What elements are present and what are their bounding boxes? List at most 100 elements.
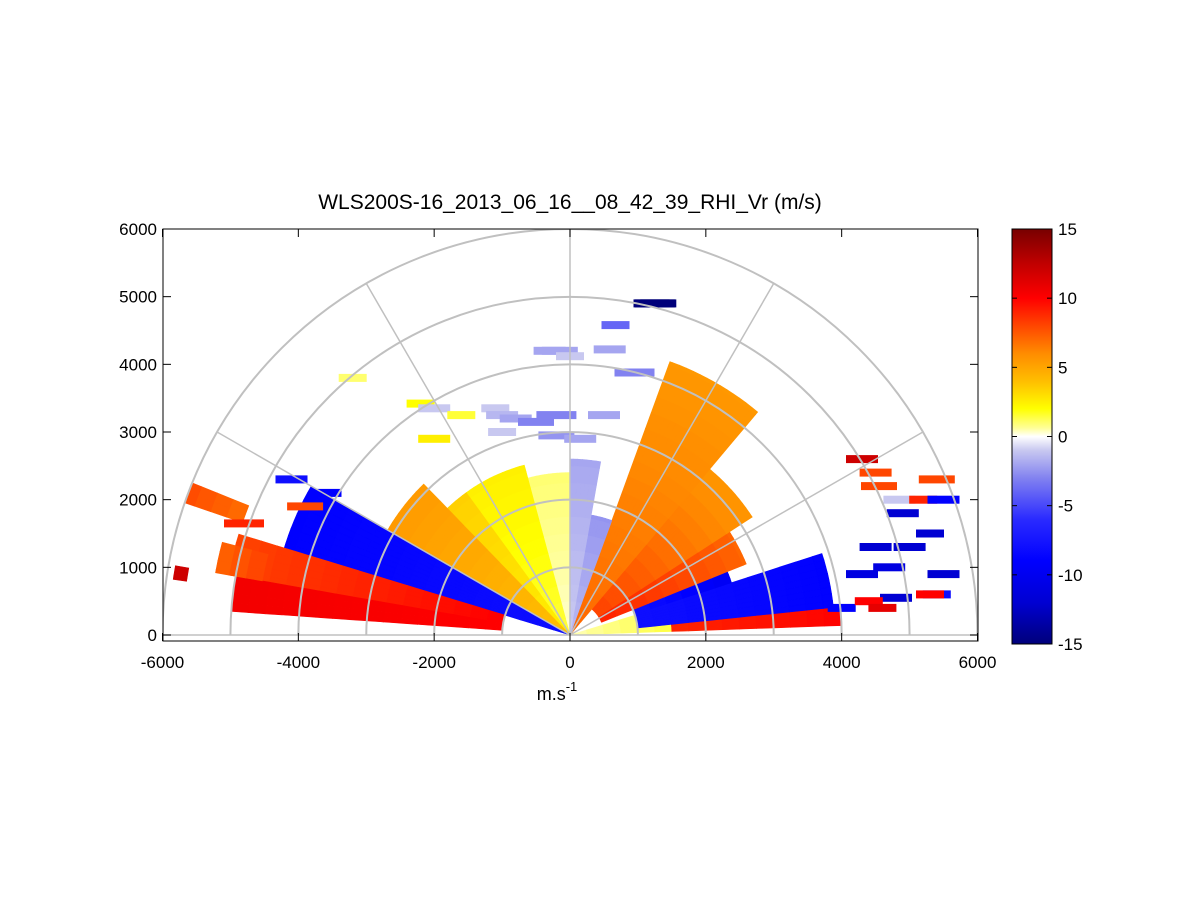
data-gate-patch	[601, 321, 630, 330]
data-gate-patch	[418, 404, 451, 413]
data-gate-patch	[338, 373, 367, 382]
data-gate-patch	[633, 299, 670, 308]
colorbar-tick-label: 15	[1058, 220, 1077, 239]
data-sector-16	[215, 541, 269, 582]
data-sector-2	[634, 553, 834, 629]
data-gate-patch	[927, 570, 960, 579]
data-cell	[315, 610, 334, 619]
data-gate-patch	[518, 417, 554, 426]
data-gate-patch	[868, 603, 897, 612]
data-gate-patch	[893, 543, 926, 551]
data-gate-patch	[846, 570, 878, 579]
velocity-data-layer	[172, 299, 960, 636]
y-tick-label: 6000	[119, 220, 157, 239]
data-gate-patch	[538, 431, 575, 440]
data-cell	[215, 569, 230, 576]
colorbar-tick-label: -10	[1058, 566, 1083, 585]
data-sector-15	[230, 575, 504, 631]
y-tick-label: 0	[148, 626, 157, 645]
data-sector-1	[670, 606, 842, 632]
data-cell	[668, 361, 673, 366]
colorbar-tick-label: 5	[1058, 358, 1067, 377]
data-cell	[230, 602, 250, 613]
data-gate-patch	[909, 495, 938, 504]
x-axis-label-superscript: -1	[566, 679, 578, 694]
data-cell	[332, 611, 351, 621]
data-gate-patch	[927, 495, 960, 504]
data-gate-patch	[854, 597, 883, 606]
data-cell	[572, 465, 578, 484]
y-axis: 0 1000 2000 3000 4000 5000 6000	[119, 220, 978, 645]
data-gate-patch	[406, 399, 435, 408]
data-cell	[581, 459, 588, 467]
data-gate-patch	[873, 563, 906, 572]
data-gate-patch	[541, 346, 578, 355]
colorbar-tick-label: 10	[1058, 289, 1077, 308]
data-gate-patch	[564, 434, 597, 443]
y-tick-label: 4000	[119, 355, 157, 374]
data-gate-patch	[536, 411, 577, 420]
data-gate-patch	[488, 428, 517, 436]
data-gate-patch	[886, 509, 919, 518]
data-gate-patch	[499, 414, 532, 423]
data-sector-8	[569, 458, 602, 636]
y-tick-label: 3000	[119, 423, 157, 442]
data-gate-patch	[827, 603, 856, 612]
data-gate-patch	[861, 482, 897, 491]
data-gate-patch	[275, 475, 308, 484]
x-tick-label: -6000	[141, 653, 184, 672]
x-tick-label: 0	[565, 653, 574, 672]
y-tick-label: 2000	[119, 491, 157, 510]
y-tick-label: 1000	[119, 558, 157, 577]
colorbar: -15 -10 -5 0 5 10 15	[1011, 220, 1083, 654]
data-gate-patch	[224, 519, 264, 528]
x-tick-label: -4000	[277, 653, 320, 672]
data-gate-patch	[481, 404, 510, 413]
chart-title: WLS200S-16_2013_06_16__08_42_39_RHI_Vr (…	[318, 191, 822, 214]
data-sector-5	[591, 468, 753, 618]
x-axis: -6000 -4000 -2000 0 2000 4000 6000	[141, 229, 997, 672]
data-cell	[264, 605, 284, 616]
x-tick-label: 2000	[687, 653, 725, 672]
data-gate-patch	[846, 455, 878, 464]
data-cell	[247, 603, 267, 615]
azimuth-spoke	[569, 431, 924, 636]
data-gate-patch	[859, 543, 892, 551]
data-cell	[572, 458, 579, 467]
x-tick-label: 6000	[959, 653, 997, 672]
data-cell	[572, 482, 578, 501]
data-gate-patch	[883, 495, 916, 504]
colorbar-ramp	[1011, 228, 1053, 645]
data-gate-patch	[859, 468, 892, 477]
data-sector-17	[172, 565, 190, 582]
y-tick-label: 5000	[119, 288, 157, 307]
data-cell	[281, 607, 300, 617]
data-gate-patch	[447, 411, 476, 420]
colorbar-tick-label: -5	[1058, 497, 1073, 516]
data-gate-patch	[593, 345, 626, 354]
polar-grid	[163, 229, 978, 636]
colorbar-tick-label: 0	[1058, 428, 1067, 447]
data-sector-3	[632, 571, 732, 615]
data-sector-9	[527, 472, 571, 636]
x-axis-label: m.s-1	[537, 679, 578, 704]
x-tick-label: 4000	[823, 653, 861, 672]
azimuth-spoke	[569, 283, 775, 636]
azimuth-spoke	[216, 431, 571, 636]
colorbar-tick-label: -15	[1058, 635, 1083, 654]
data-gate-patch	[916, 590, 944, 599]
colorbar-ticks: -15 -10 -5 0 5 10 15	[1012, 220, 1083, 654]
data-gate-patch	[418, 434, 451, 443]
data-gate-patch	[588, 411, 620, 420]
data-cell	[811, 553, 825, 564]
data-gate-patch	[287, 502, 324, 511]
data-cell	[298, 608, 317, 618]
data-sector-10	[465, 464, 571, 636]
x-axis-label-base: m.s	[537, 684, 566, 704]
data-cell	[571, 499, 577, 518]
azimuth-spoke	[365, 283, 571, 636]
data-gate-patch	[880, 593, 912, 602]
x-tick-label: -2000	[412, 653, 455, 672]
data-cell	[172, 575, 188, 582]
